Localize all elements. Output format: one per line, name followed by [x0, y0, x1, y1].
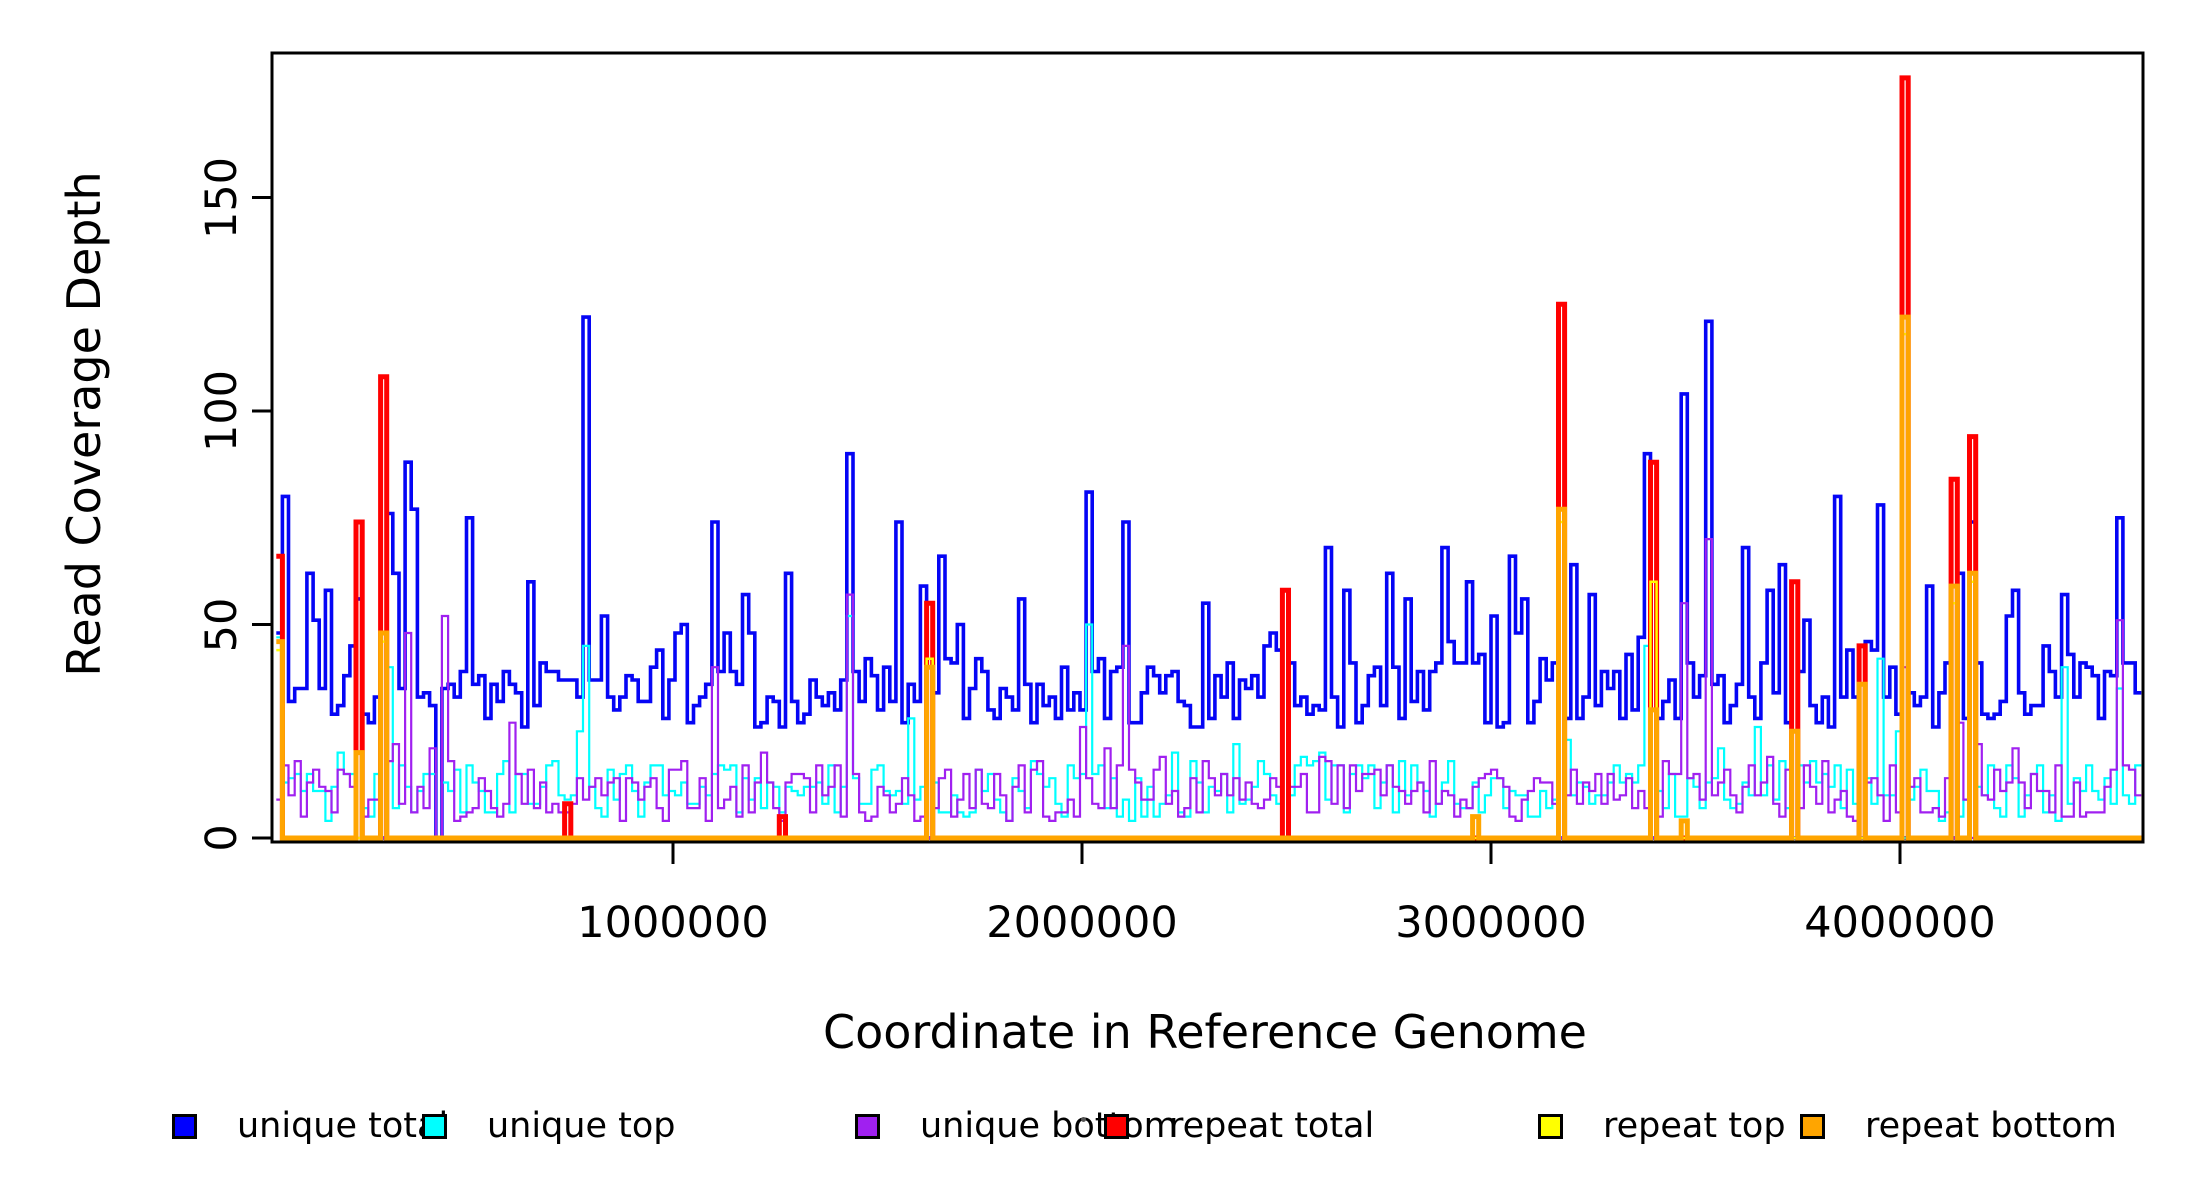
legend-item-unique-total: unique total	[172, 1100, 448, 1152]
legend-swatch-repeat-bottom	[1800, 1113, 1825, 1139]
y-tick-label-100: 100	[197, 369, 247, 453]
x-tick-label-1000000: 1000000	[577, 898, 769, 948]
x-tick-label-3000000: 3000000	[1395, 898, 1587, 948]
legend-swatch-repeat-top	[1538, 1113, 1563, 1139]
x-axis-title: Coordinate in Reference Genome	[823, 1005, 1587, 1059]
y-axis-title: Read Coverage Depth	[57, 171, 111, 677]
x-tick-label-4000000: 4000000	[1804, 898, 1996, 948]
legend: unique total unique top unique bottom repea…	[0, 1100, 2200, 1160]
stray-dot	[1081, 1117, 1086, 1122]
legend-item-repeat-bottom: repeat bottom	[1800, 1100, 2117, 1152]
y-tick-label-0: 0	[197, 824, 247, 852]
legend-item-unique-bottom: unique bottom	[855, 1100, 1178, 1152]
y-tick-label-150: 150	[197, 156, 247, 239]
series-unique-total	[276, 315, 2142, 840]
series-repeat-bottom	[276, 314, 2142, 841]
legend-item-repeat-total: repeat total	[1104, 1100, 1374, 1152]
legend-swatch-repeat-total	[1104, 1113, 1129, 1139]
y-tick-label-50: 50	[197, 597, 247, 652]
legend-swatch-unique-top	[422, 1113, 447, 1139]
legend-label: repeat top	[1603, 1106, 1786, 1146]
legend-item-unique-top: unique top	[422, 1100, 676, 1152]
legend-swatch-unique-total	[172, 1113, 197, 1139]
series-unique-top	[276, 614, 2142, 840]
legend-label: unique total	[237, 1106, 449, 1146]
series-unique-bottom	[276, 538, 2142, 840]
x-tick-label-2000000: 2000000	[986, 898, 1178, 948]
legend-label: repeat total	[1169, 1106, 1375, 1146]
legend-label: unique top	[487, 1106, 676, 1146]
legend-item-repeat-top: repeat top	[1538, 1100, 1786, 1152]
legend-label: repeat bottom	[1865, 1106, 2117, 1146]
legend-swatch-unique-bottom	[855, 1113, 880, 1139]
legend-label: unique bottom	[920, 1106, 1178, 1146]
